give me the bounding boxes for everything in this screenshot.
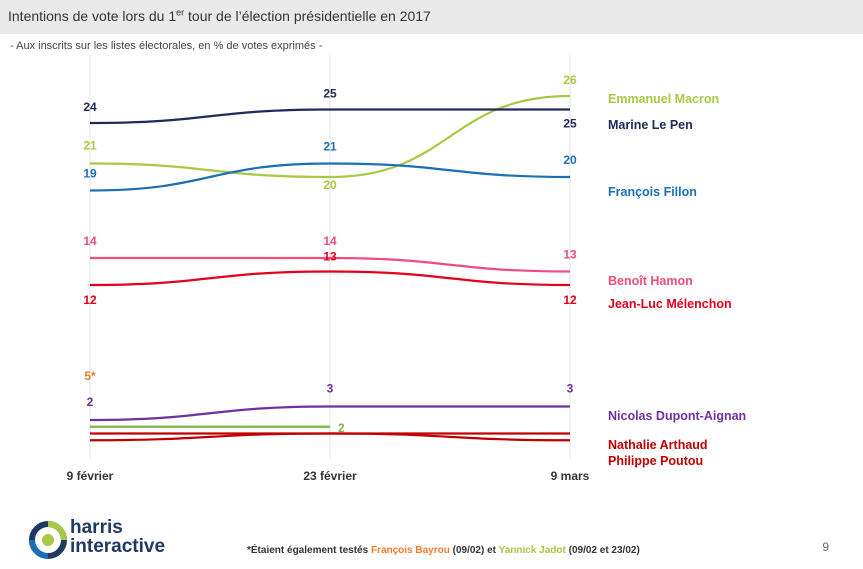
series-line-emmanuel-macron <box>89 94 571 179</box>
data-label-emmanuel-macron: 20 <box>323 178 337 192</box>
page-number: 9 <box>822 540 829 554</box>
data-label-marine-le-pen: 25 <box>563 117 577 131</box>
series-line-philippe-poutou <box>89 432 571 442</box>
data-label-francois-fillon: 19 <box>83 167 97 181</box>
logo-line1: harris <box>70 517 123 538</box>
data-label-francois-bayrou: 5* <box>84 369 96 383</box>
legend-nathalie-arthaud: Nathalie Arthaud <box>608 438 708 452</box>
harris-logo: harris interactive <box>28 518 188 562</box>
legend-marine-le-pen: Marine Le Pen <box>608 118 693 132</box>
data-label-marine-le-pen: 25 <box>323 87 337 101</box>
data-label-emmanuel-macron: 26 <box>563 73 577 87</box>
footnote-jadot: Yannick Jadot <box>498 545 566 556</box>
footnote-lead: *Étaient également testés <box>247 545 371 556</box>
legend-nicolas-dupont-aignan: Nicolas Dupont-Aignan <box>608 409 746 423</box>
data-label-nicolas-dupont-aignan: 3 <box>327 382 334 396</box>
data-label-francois-fillon: 21 <box>323 140 337 154</box>
data-label-francois-fillon: 20 <box>563 153 577 167</box>
x-tick-label: 23 février <box>303 469 357 483</box>
title-sup: er <box>176 7 185 18</box>
data-label-jean-luc-melenchon: 12 <box>83 293 97 307</box>
data-label-benoit-hamon: 14 <box>323 234 337 248</box>
data-label-yannick-jadot: 2 <box>338 421 345 435</box>
legend-emmanuel-macron: Emmanuel Macron <box>608 92 719 106</box>
series-line-jean-luc-melenchon <box>89 270 571 287</box>
chart-svg: 9 février 23 février 9 mars 21 20 26 Emmanuel … <box>67 55 746 483</box>
footnote-bayrou-date: (09/02) et <box>449 545 499 556</box>
data-label-emmanuel-macron: 21 <box>83 139 97 153</box>
chart-title: Intentions de vote lors du 1er tour de l… <box>8 8 431 24</box>
data-label-nicolas-dupont-aignan: 2 <box>87 395 94 409</box>
data-label-nicolas-dupont-aignan: 3 <box>567 382 574 396</box>
series-line-nicolas-dupont-aignan <box>89 405 570 422</box>
series-line-benoit-hamon <box>89 256 571 273</box>
logo-text: harris interactive <box>70 518 165 556</box>
footnote-bayrou: François Bayrou <box>370 545 450 556</box>
legend-francois-fillon: François Fillon <box>608 185 697 199</box>
title-suffix: tour de l’élection présidentielle en 201… <box>184 8 431 24</box>
title-prefix: Intentions de vote lors du 1 <box>8 8 177 24</box>
data-label-jean-luc-melenchon: 13 <box>323 250 337 264</box>
chart-subtitle: - Aux inscrits sur les listes électorale… <box>10 40 323 52</box>
data-label-benoit-hamon: 13 <box>563 248 577 262</box>
legend-philippe-poutou: Philippe Poutou <box>608 454 703 468</box>
series-line-francois-fillon <box>89 162 571 192</box>
data-label-jean-luc-melenchon: 12 <box>563 293 577 307</box>
series-line-marine-le-pen <box>89 108 570 125</box>
x-tick-label: 9 mars <box>551 469 590 483</box>
data-label-benoit-hamon: 14 <box>83 234 97 248</box>
data-label-marine-le-pen: 24 <box>83 100 97 114</box>
legend-benoit-hamon: Benoît Hamon <box>608 274 693 288</box>
x-tick-label: 9 février <box>67 469 114 483</box>
legend-jean-luc-melenchon: Jean-Luc Mélenchon <box>608 297 732 311</box>
footnote: *Étaient également testés François Bayro… <box>247 545 640 556</box>
footnote-jadot-date: (09/02 et 23/02) <box>565 545 640 556</box>
logo-line2: interactive <box>70 536 166 557</box>
harris-logo-icon <box>29 521 67 559</box>
title-bar <box>0 0 863 34</box>
